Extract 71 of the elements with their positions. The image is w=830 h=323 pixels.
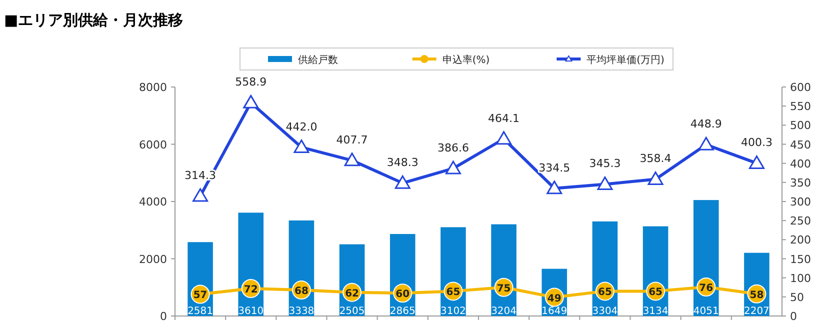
y2-tick-label: 600 xyxy=(790,81,811,94)
data-label: 65 xyxy=(598,287,612,298)
y2-tick-label: 450 xyxy=(790,138,811,152)
data-label: 464.1 xyxy=(488,112,520,125)
data-label: 72 xyxy=(244,284,258,296)
data-label: 3304 xyxy=(592,306,618,317)
data-label: 58 xyxy=(750,290,764,301)
data-label: 400.3 xyxy=(740,136,772,150)
point xyxy=(243,94,259,108)
point xyxy=(748,155,764,169)
data-label: 386.6 xyxy=(437,141,469,154)
data-label: 407.7 xyxy=(336,133,368,146)
data-label: 558.9 xyxy=(235,76,267,89)
data-label: 2505 xyxy=(339,306,365,317)
data-label: 358.4 xyxy=(640,152,672,166)
bar xyxy=(238,212,264,316)
point xyxy=(394,175,410,189)
point xyxy=(546,180,562,194)
y-tick-label: 0 xyxy=(160,310,167,323)
y-tick-label: 2000 xyxy=(139,252,167,266)
data-label: 3102 xyxy=(440,306,466,317)
data-label: 2207 xyxy=(744,306,770,317)
y-tick-label: 4000 xyxy=(139,196,167,208)
data-label: 4051 xyxy=(693,306,719,317)
y2-tick-label: 250 xyxy=(790,214,811,228)
point xyxy=(192,188,208,202)
data-label: 2581 xyxy=(188,306,214,317)
y-tick-label: 8000 xyxy=(139,81,167,94)
y2-tick-label: 350 xyxy=(790,176,811,190)
data-label: 3610 xyxy=(238,306,264,317)
data-label: 49 xyxy=(547,293,562,304)
data-label: 442.0 xyxy=(286,120,318,134)
data-label: 348.3 xyxy=(386,156,418,170)
bar xyxy=(693,200,719,316)
y2-tick-label: 100 xyxy=(790,272,811,285)
y-tick-label: 6000 xyxy=(139,138,167,152)
data-label: 2865 xyxy=(390,306,416,317)
data-label: 75 xyxy=(496,283,511,294)
data-label: 60 xyxy=(396,289,410,300)
legend-label: 申込率(%) xyxy=(442,54,490,66)
data-label: 62 xyxy=(345,288,360,300)
legend-label: 平均坪単価(万円) xyxy=(586,54,665,66)
point xyxy=(445,160,461,174)
point xyxy=(496,131,512,145)
data-label: 1649 xyxy=(542,306,568,317)
y2-tick-label: 550 xyxy=(790,100,811,114)
point xyxy=(294,140,310,154)
data-label: 334.5 xyxy=(538,161,570,174)
y2-tick-label: 400 xyxy=(790,157,811,170)
data-label: 3338 xyxy=(288,306,314,317)
y2-tick-label: 500 xyxy=(790,119,811,132)
y2-tick-label: 300 xyxy=(790,196,811,208)
legend-label: 供給戸数 xyxy=(298,54,338,66)
point xyxy=(597,176,613,190)
point xyxy=(648,171,664,185)
data-label: 65 xyxy=(648,287,663,298)
data-label: 57 xyxy=(193,290,208,302)
data-label: 65 xyxy=(446,287,460,298)
data-label: 3204 xyxy=(491,306,517,317)
data-label: 68 xyxy=(294,286,308,298)
data-label: 345.3 xyxy=(589,157,621,170)
chart-title: ■エリア別供給・月次推移 xyxy=(4,11,184,29)
y2-tick-label: 0 xyxy=(790,310,797,323)
y2-tick-label: 50 xyxy=(790,290,804,304)
data-label: 76 xyxy=(699,282,714,294)
point xyxy=(698,136,714,150)
data-label: 448.9 xyxy=(690,118,722,131)
y2-tick-label: 150 xyxy=(790,252,811,266)
y2-tick-label: 200 xyxy=(790,234,811,247)
data-label: 3134 xyxy=(642,306,668,317)
point xyxy=(344,152,360,166)
